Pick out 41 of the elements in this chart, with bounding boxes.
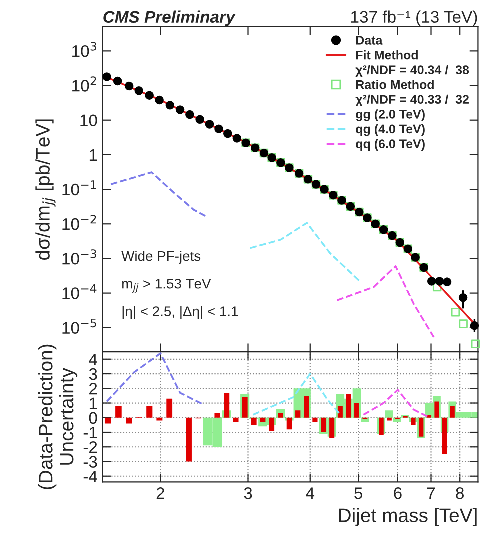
annotation: Wide PF-jets [122,250,201,264]
annotation: m$_{jj}$ > 1.53 TeV [122,278,212,293]
legend-label: qg (4.0 TeV) [356,124,425,136]
y-tick-label: 10 [80,114,98,127]
y-tick-label: -1 [84,427,98,439]
y-tick-label: 1 [90,150,98,161]
y-axis-title: (Data-Prediction) Uncertainty [38,344,78,490]
y-tick-label: 10$^{−4}$ [62,284,97,300]
annotation: χ²/NDF = 40.34 / 38 [356,65,470,77]
y-axis-title: dσ/dm$_{jj}$ [pb/TeV] [36,120,56,260]
y-tick-label: -2 [84,442,98,454]
chart-subtitle: 137 fb⁻¹ (13 TeV) [351,10,478,26]
y-tick-label: 1 [90,398,98,410]
y-tick-label: -3 [84,456,98,468]
x-tick-label: 2 [156,488,164,500]
y-tick-label: 10$^{−3}$ [62,250,96,265]
legend-label: Fit Method [356,50,418,60]
x-tick-label: 7 [427,488,436,500]
legend-label: qq (6.0 TeV) [356,139,425,151]
x-tick-label: 5 [354,488,363,500]
y-tick-label: 10$^{2}$ [72,76,96,92]
chart-title: CMS Preliminary [104,10,236,26]
y-tick-label: 10$^{−5}$ [62,318,96,334]
legend-label: Data [356,36,383,45]
x-tick-label: 3 [244,488,252,500]
y-tick-label: 4 [89,354,98,366]
x-tick-label: 8 [456,488,464,500]
y-tick-label: 0 [89,412,98,424]
legend-label: gg (2.0 TeV) [356,110,425,122]
annotation: χ²/NDF = 40.33 / 32 [356,94,469,107]
x-tick-label: 6 [394,488,402,500]
y-tick-label: -4 [84,470,98,482]
y-tick-label: 10$^{−1}$ [62,180,96,196]
x-axis-title: Dijet mass [TeV] [339,508,477,526]
y-tick-label: 10$^{−2}$ [62,215,96,230]
y-tick-label: 3 [89,368,98,380]
y-tick-label: 2 [90,383,98,395]
y-tick-label: 10$^{3}$ [72,42,96,58]
x-tick-label: 4 [306,488,315,500]
legend-label: Ratio Method [356,80,434,90]
annotation: |η| < 2.5, |Δη| < 1.1 [122,306,238,320]
